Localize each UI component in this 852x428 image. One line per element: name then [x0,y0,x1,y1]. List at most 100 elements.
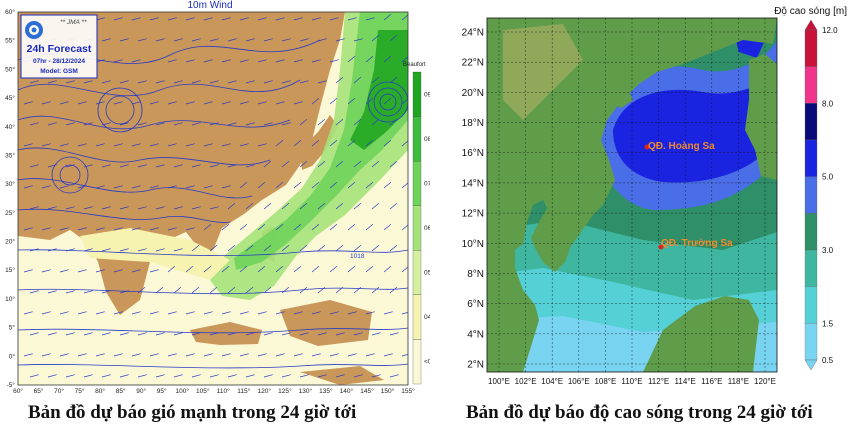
island-landmass [190,322,262,345]
wind-barb [371,76,380,84]
wind-barb [137,122,147,126]
lat-tick-label: 50° [5,65,15,73]
lat-ticks: 60° 55° 50° 45° 40° 35° 30° 25° 20° 15° 10° 5° 0° -5° [5,8,15,389]
wind-barb [245,332,255,336]
wind-barb [347,223,356,231]
wind-barb [209,286,218,294]
wind-barb [383,311,393,315]
wind-barb [227,202,236,210]
lat-tick-label: 60° [5,8,15,16]
lat-tick-label: 4°N [467,329,484,340]
legend-swatch [804,213,818,251]
wind-barb [29,122,39,126]
wind-barb [59,353,69,357]
wind-barb [173,206,183,210]
wind-barb [335,286,344,294]
wind-barb [113,101,123,105]
wind-barb [65,374,75,378]
wind-barb [329,265,338,273]
wind-barb [245,244,254,252]
wind-barb [311,139,320,147]
legend-label: 12.0 [822,26,838,35]
wind-barb [245,122,255,126]
wind-barb [41,269,51,273]
wind-barb [149,311,159,315]
wind-barb [65,206,75,210]
wind-barb [221,143,231,147]
wind-barb [257,101,267,105]
legend-arrow-bottom [804,359,818,371]
wind-barb [185,265,194,273]
wind-barb [263,374,273,378]
wind-barb [137,164,147,168]
wind-barb [101,290,111,294]
lat-tick-label: 15° [5,266,15,274]
lon-tick-label: 102°E [515,377,537,386]
wind-barb [281,332,291,336]
isobar-lines [18,39,408,369]
wind-barb [353,118,362,126]
wind-barb [239,353,249,357]
wind-barb [59,143,69,147]
wind-barb [95,227,105,231]
wind-barb [155,286,164,294]
wind-barb [281,122,291,126]
wind-barb [221,59,231,63]
wind-barb [245,374,255,378]
wind-barb [113,353,123,357]
wind-barb [47,332,57,336]
wind-barb [47,80,57,84]
lon-tick-label: 70° [54,387,64,395]
wind-barb [119,164,129,168]
beaufort-swatch [412,205,422,251]
wind-barb [101,374,111,378]
wind-barb [317,160,326,168]
wind-barb [23,185,33,189]
wind-barb [293,311,303,315]
japan-landmass [300,115,338,170]
wind-barb [185,185,195,189]
wind-barb [59,101,69,105]
wind-barb [83,206,93,210]
wind-barb [221,223,230,231]
wind-barb [263,332,273,336]
wind-barb [275,311,285,315]
agency-label: ** JMA ** [60,19,87,26]
wind-barb [227,332,237,336]
wind-barb [299,160,308,168]
lat-tick-label: 6°N [467,299,484,310]
wind-barb [23,311,33,315]
wind-barb [281,286,290,294]
wind-barb [317,80,327,84]
lon-tick-label: 140° [340,387,354,395]
wind-barb [335,118,344,126]
wind-barb [353,160,362,168]
legend-swatch [804,139,818,177]
wind-barb [245,164,255,168]
wind-barb [299,332,309,336]
wind-barb [119,374,129,378]
wind-barb [317,244,326,252]
wind-barb [299,286,308,294]
lat-tick-label: 25° [5,209,15,217]
wind-barb [221,101,231,105]
wind-barb [257,311,267,315]
legend-swatch [804,286,818,324]
wind-barb [173,164,183,168]
wind-barb [371,332,381,336]
wind-barb [137,286,146,294]
valid-time-label: 07hr - 28/12/2024 [33,58,85,65]
wind-barb [299,38,309,42]
wind-barb [167,227,177,231]
wind-barb [137,80,147,84]
wind-barb [185,101,195,105]
wind-barb [41,353,51,357]
wind-map-caption: Bản đồ dự báo gió mạnh trong 24 giờ tới [28,402,357,423]
wind-barb [311,181,320,189]
legend-swatch [804,103,818,141]
lat-ticks: 24°N 22°N 20°N 18°N 16°N 14°N 12°N 10°N 8°N 6°N 4°… [462,28,484,371]
wind-barb [137,248,147,252]
lon-ticks: 60° 65° 70° 75° 80° 85° 90° 95° 100° 105° 110° 115°… [13,387,415,395]
wind-barb [335,202,344,210]
wind-barb [227,286,236,294]
